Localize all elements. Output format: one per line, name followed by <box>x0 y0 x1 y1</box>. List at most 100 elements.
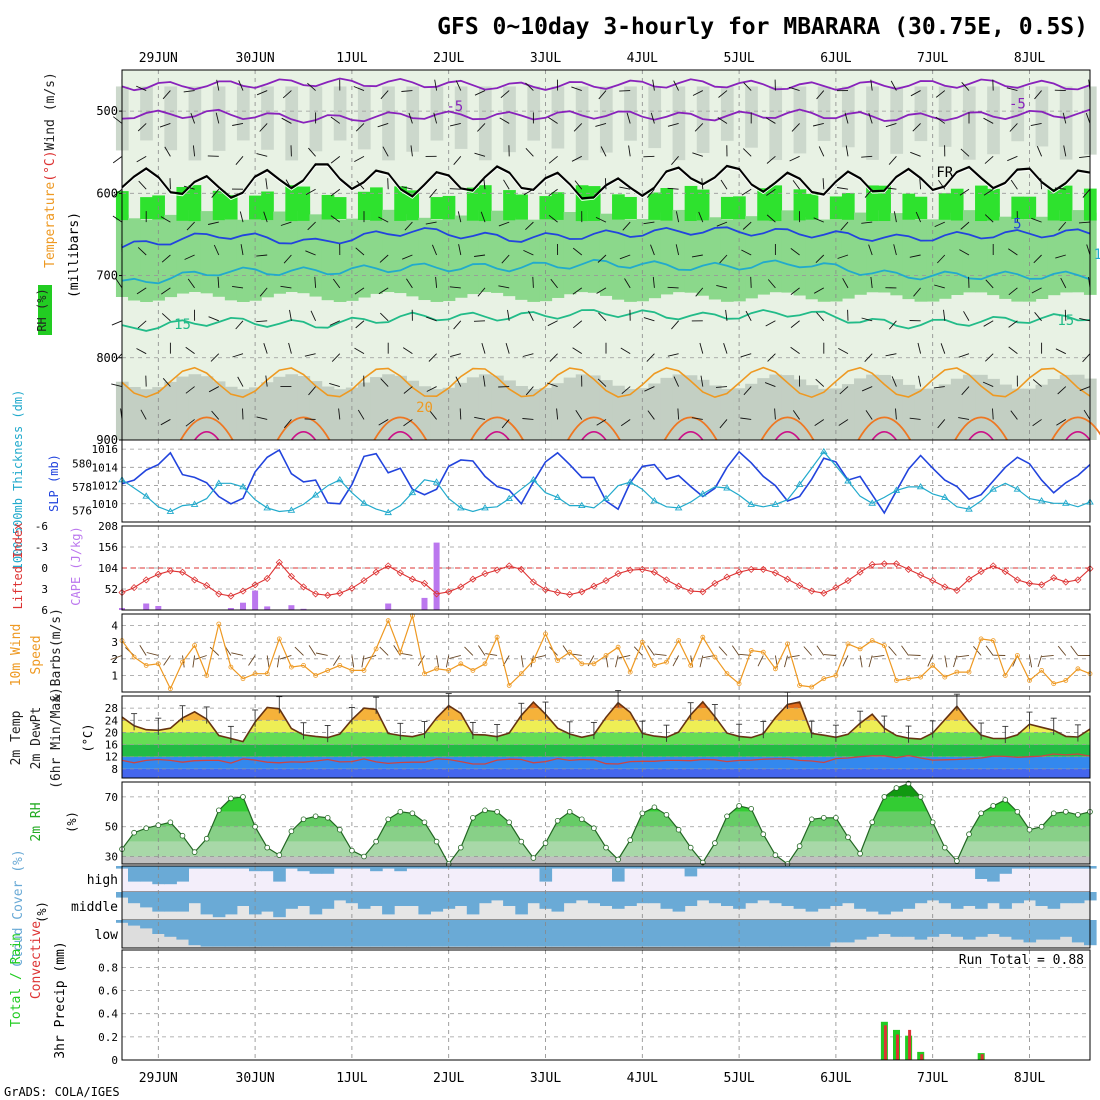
wind10-marker <box>373 646 379 652</box>
cloud-frame <box>121 865 1091 949</box>
cloud-bar-high <box>660 866 674 869</box>
rh2m-marker <box>748 805 754 812</box>
rh-band-low <box>575 374 589 440</box>
thickness-marker <box>747 500 755 507</box>
wind10-marker <box>579 661 585 667</box>
wind-barb <box>716 221 728 227</box>
wind-barb <box>919 178 922 190</box>
wind-barb <box>256 90 268 96</box>
wind-barb <box>938 179 946 190</box>
rh-band-low <box>817 388 831 440</box>
wind10-marker <box>264 671 270 677</box>
li-marker <box>965 575 973 583</box>
temp-unit: (°C) <box>81 724 95 753</box>
hot-contour <box>290 430 317 441</box>
rh2m-frame <box>121 781 1091 865</box>
wind-barb <box>621 386 631 395</box>
rh-band-high <box>188 185 202 222</box>
date-label-top: 3JUL <box>530 51 561 66</box>
rh-band-low <box>962 374 976 440</box>
wind-barb <box>184 254 195 260</box>
rh-band-mid <box>1047 212 1061 296</box>
li-marker <box>1050 574 1058 582</box>
rh-band-high <box>430 197 444 220</box>
thickness-marker <box>287 506 296 513</box>
li-marker <box>554 588 562 597</box>
cloud-bar-middle <box>345 892 359 904</box>
wind-barb <box>764 382 776 387</box>
wind-barb <box>380 378 389 387</box>
y-tick-li: 0 <box>41 562 48 575</box>
cloud-bar-high <box>600 866 613 869</box>
wind-barb <box>1055 254 1066 259</box>
wind-barb <box>790 248 800 256</box>
wind10-barb <box>361 655 365 668</box>
upper-ylabel: Temperature(°C)Wind (m/s) <box>43 72 58 268</box>
rh-band-upper <box>987 86 1000 155</box>
wind-barb <box>356 180 365 190</box>
rh-band-low <box>841 384 855 440</box>
cloud-bar-high <box>164 866 177 885</box>
wind10-marker <box>918 674 923 680</box>
cloud-bar-low <box>394 920 407 947</box>
rh-band-upper <box>454 86 468 149</box>
rh-band-low <box>551 383 565 440</box>
li-marker <box>590 582 598 590</box>
cloud-bar-high <box>854 866 867 869</box>
wind-barb <box>643 317 655 322</box>
wind-barb <box>550 278 558 289</box>
wind-barb <box>958 417 970 420</box>
rh2m-marker <box>675 826 682 833</box>
li-marker <box>312 590 320 598</box>
wind-barb <box>190 112 196 124</box>
rh-band-mid <box>527 219 541 302</box>
rh-band-mid <box>200 211 214 294</box>
y-tick-slp: 1012 <box>92 480 119 493</box>
cloud-bar-low <box>781 920 795 947</box>
rh-band-mid <box>140 219 153 302</box>
cloud-bar-high <box>333 866 347 869</box>
wind-barb <box>598 312 607 322</box>
cloud-bar-high <box>793 866 807 869</box>
wind10-marker <box>760 649 766 655</box>
wind10-barb <box>816 645 825 656</box>
cloud-bar-middle <box>721 892 734 906</box>
date-label-top: 1JUL <box>336 51 367 66</box>
wind10-barb <box>784 655 788 668</box>
li-marker <box>517 565 525 573</box>
wind10-marker <box>482 661 488 667</box>
wind-barb <box>839 386 849 395</box>
wind10-marker <box>748 648 754 653</box>
cloud-bar-high <box>418 866 431 869</box>
wind-barb <box>959 249 970 256</box>
li-marker <box>433 590 441 598</box>
cape-ylabel-part: CAPE (J/kg) <box>69 526 83 605</box>
y-tick-temp: 16 <box>105 739 118 752</box>
cloud-bar-high <box>963 866 976 869</box>
wind10-barb <box>209 646 220 656</box>
cloud-bar-low <box>212 920 226 947</box>
wind-barb <box>766 214 776 223</box>
li-marker <box>178 568 187 576</box>
thickness-marker <box>457 504 465 511</box>
wind-barb <box>1083 409 1091 420</box>
rh-band-high <box>321 194 335 220</box>
cloud-bar-middle <box>842 892 855 904</box>
cloud-bar-middle <box>624 892 637 906</box>
cape-bar <box>385 603 392 610</box>
cloud-bar-middle <box>503 892 516 906</box>
temp-band <box>122 744 1090 757</box>
wind10-barb <box>333 655 341 666</box>
dewpt2m-line <box>121 753 1091 765</box>
rh-band-upper <box>599 86 613 153</box>
rh-band-mid <box>406 214 420 297</box>
wind-barb <box>572 247 583 256</box>
y-tick-wind: 2 <box>111 653 118 666</box>
cloud-bar-high <box>769 866 782 869</box>
li-marker <box>723 573 731 581</box>
cloud-bar-low <box>140 920 153 929</box>
wind-barb <box>354 155 365 162</box>
cloud-bar-middle <box>249 892 262 915</box>
cloud-bar-middle <box>224 892 238 915</box>
